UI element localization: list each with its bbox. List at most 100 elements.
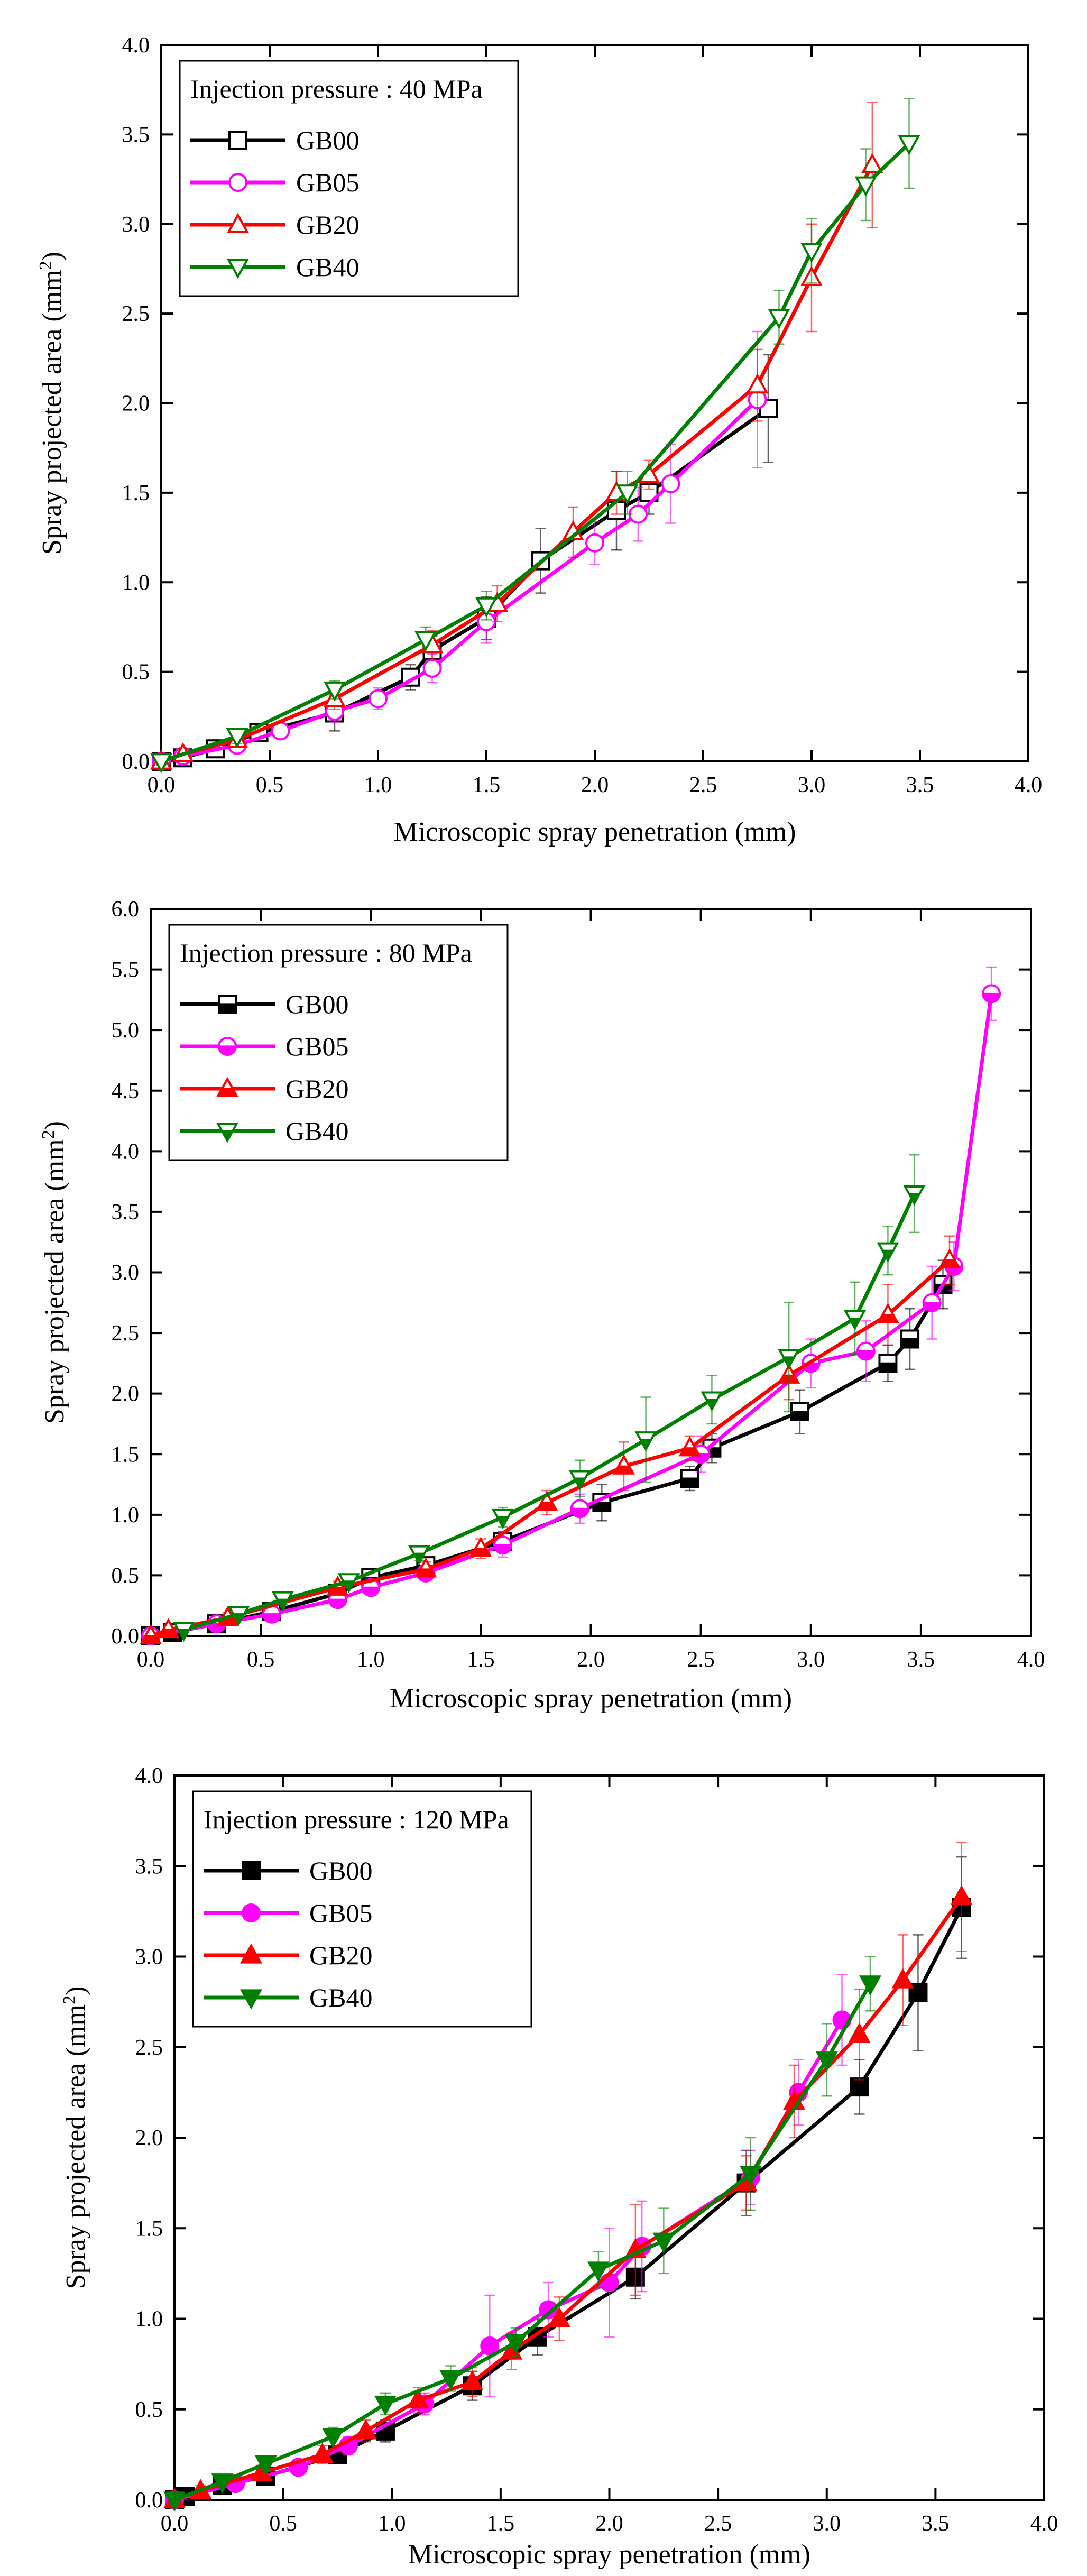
x-tick-label: 3.5: [906, 773, 934, 797]
y-axis-label-main: Spray projected area (mm: [61, 2004, 91, 2289]
data-point-fill: [471, 1548, 490, 1556]
y-tick-label: 3.5: [112, 1200, 140, 1225]
chart-panel-120mpa: 0.0 0.5 1.0 1.5 2.0 2.5 3.0 3.5 4.0 0.0 0.5 1.0 1.5 2…: [0, 1717, 1087, 2576]
y-tick-label: 1.5: [122, 481, 150, 505]
legend-label: GB00: [309, 1856, 372, 1885]
data-point: [746, 373, 769, 394]
y-tick-label: 3.0: [122, 213, 150, 237]
data-point-fill: [343, 1580, 355, 1591]
legend-item-gb05: GB05: [204, 1898, 372, 1928]
data-point: [652, 2232, 675, 2253]
legend-marker: [228, 173, 247, 192]
y-tick-label: 4.0: [135, 1764, 163, 1788]
series-line: [150, 1258, 951, 1638]
y-tick-label: 1.0: [122, 571, 150, 595]
y-tick-label: 4.0: [122, 33, 150, 58]
y-tick-label: 1.0: [112, 1503, 140, 1528]
x-tick-label: 0.5: [247, 1648, 275, 1672]
x-tick-label: 3.5: [907, 1648, 935, 1672]
y-tick-label: 0.5: [122, 660, 150, 685]
data-point-fill: [640, 1439, 652, 1450]
x-tick-label: 1.5: [473, 773, 501, 797]
y-axis-label-sup: 2: [36, 261, 56, 270]
x-tick-label: 2.0: [577, 1648, 605, 1672]
data-point-fill: [263, 1613, 280, 1623]
data-point-fill: [879, 1362, 897, 1372]
legend-item-gb00: GB00: [204, 1856, 372, 1885]
x-tick-label: 2.0: [595, 2511, 623, 2536]
x-tick-label: 2.0: [581, 773, 609, 797]
data-point: [848, 2022, 871, 2043]
data-point: [324, 681, 346, 702]
data-point: [211, 2473, 234, 2494]
data-point: [800, 242, 823, 263]
x-tick-label: 0.5: [269, 2511, 297, 2536]
x-tick-label: 1.5: [467, 1648, 495, 1672]
series-line: [173, 1983, 872, 2502]
legend-label: GB40: [296, 252, 359, 282]
y-axis-label-close: ): [40, 1121, 70, 1130]
legend-marker: [227, 213, 249, 233]
legend-label: GB05: [285, 1032, 348, 1061]
data-point-fill: [681, 1477, 698, 1487]
legend-item-gb40: GB40: [204, 1983, 372, 2012]
legend-label: GB00: [296, 125, 359, 155]
chart-panel-40mpa: 0.0 0.5 1.0 1.5 2.0 2.5 3.0 3.5 4.0 0.0 0.5 1.0 1.5 2…: [0, 0, 1087, 859]
x-tick-label: 4.0: [1030, 2511, 1058, 2536]
chart-120mpa: 0.0 0.5 1.0 1.5 2.0 2.5 3.0 3.5 4.0 0.0 0.5 1.0 1.5 2…: [60, 1764, 1058, 2570]
series-line: [161, 398, 759, 763]
series-gb20: [163, 1842, 973, 2508]
y-tick-label: 2.0: [122, 392, 150, 416]
legend-label: GB00: [285, 989, 348, 1019]
data-point-fill: [791, 1411, 808, 1421]
y-tick-label: 1.5: [112, 1442, 140, 1467]
data-point-fill: [416, 1568, 435, 1577]
x-tick-label: 1.0: [357, 1648, 385, 1672]
data-point: [254, 2455, 277, 2476]
data-point: [407, 2388, 429, 2409]
legend-item-gb00: GB00: [190, 125, 359, 155]
x-tick-label: 3.0: [798, 773, 826, 797]
data-point: [226, 728, 248, 749]
y-tick-label: 4.5: [112, 1079, 140, 1103]
legend-label: GB20: [309, 1940, 372, 1970]
legend-label: GB05: [309, 1898, 372, 1928]
x-tick-label: 1.0: [364, 773, 392, 797]
series-line: [174, 2019, 844, 2502]
data-point: [585, 533, 604, 553]
legend-item-gb05: GB05: [190, 168, 359, 197]
x-tick-label: 2.5: [687, 1648, 715, 1672]
data-point-fill: [141, 1635, 160, 1643]
data-point: [369, 689, 388, 709]
legend-label: GB20: [285, 1074, 348, 1103]
y-axis-label: Spray projected area (mm2): [60, 1986, 91, 2289]
data-point: [587, 2261, 610, 2282]
series-gb05: [165, 1974, 852, 2509]
data-point: [163, 2491, 186, 2512]
y-tick-label: 3.5: [135, 1854, 163, 1879]
data-point-fill: [940, 1259, 959, 1268]
series-gb40: [172, 1154, 926, 1642]
y-axis-label-main: Spray projected area (mm: [40, 1139, 70, 1424]
data-point-fill: [908, 1192, 920, 1203]
y-tick-label: 2.5: [135, 2036, 163, 2060]
x-axis-label: Microscopic spray penetration (mm): [408, 2540, 810, 2570]
y-tick-label: 5.0: [112, 1018, 140, 1043]
data-point: [504, 2334, 527, 2354]
data-point: [439, 2370, 462, 2391]
x-tick-label: 1.5: [487, 2511, 515, 2536]
x-tick-label: 2.5: [689, 773, 717, 797]
data-point-fill: [413, 1552, 425, 1563]
series-gb05: [152, 330, 767, 771]
y-tick-label: 3.5: [122, 123, 150, 147]
data-point-fill: [159, 1629, 178, 1637]
data-point: [815, 2051, 838, 2072]
x-tick-label: 2.5: [704, 2511, 732, 2536]
legend-item-gb40: GB40: [190, 252, 359, 282]
legend-item-gb20: GB20: [190, 210, 359, 240]
y-axis-label: Spray projected area (mm2): [36, 252, 68, 555]
data-point-fill: [277, 1598, 289, 1609]
data-point: [859, 1975, 881, 1996]
y-tick-label: 0.5: [135, 2398, 163, 2422]
legend-title: Injection pressure : 40 MPa: [190, 74, 483, 104]
